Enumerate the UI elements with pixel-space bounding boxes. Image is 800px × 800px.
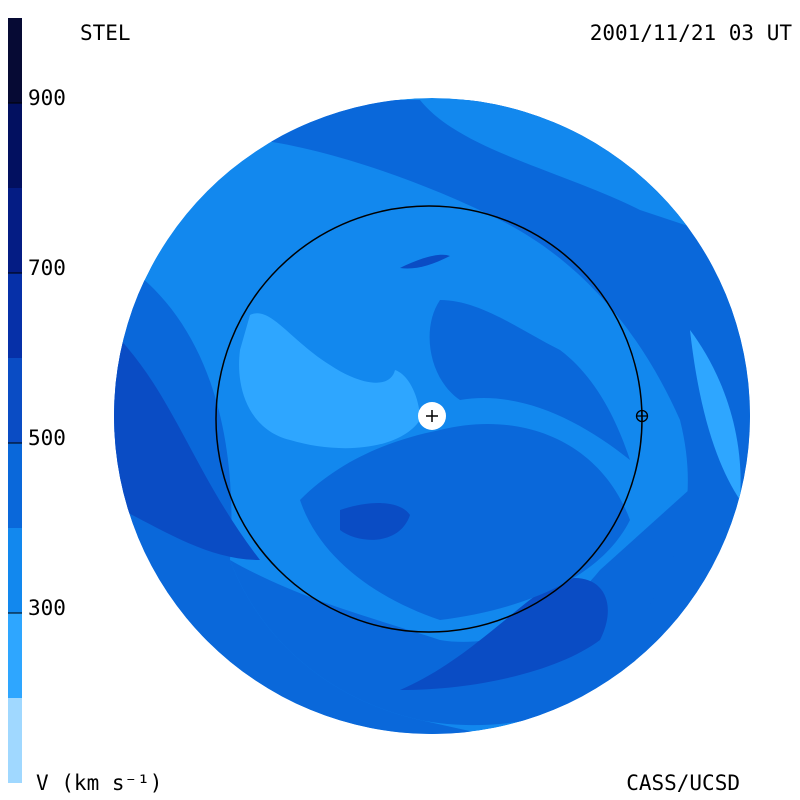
colorbar-band: [8, 273, 22, 358]
region: [230, 480, 720, 726]
colorbar-band: [8, 698, 22, 783]
region: [340, 503, 410, 540]
region: [429, 300, 630, 460]
colorbar-tick-label: 900: [28, 86, 66, 110]
units-label: V (km s⁻¹): [36, 771, 162, 795]
time-label: 2001/11/21 03 UT: [590, 21, 793, 45]
region: [400, 578, 608, 690]
colorbar-band: [8, 103, 22, 188]
region: [300, 424, 630, 620]
colorbar: 300 500 700 900: [8, 18, 66, 783]
colorbar-band: [8, 443, 22, 528]
earth-cross: [636, 410, 648, 422]
region: [400, 254, 450, 269]
region: [114, 320, 260, 560]
colorbar-band: [8, 358, 22, 443]
colorbar-band: [8, 188, 22, 273]
colorbar-band: [8, 18, 22, 103]
region: [114, 250, 600, 734]
sun-cross: [426, 410, 438, 422]
region: [690, 330, 741, 500]
colorbar-band: [8, 528, 22, 613]
colorbar-tick-label: 500: [28, 426, 66, 450]
region: [260, 100, 750, 620]
observatory-label: STEL: [80, 21, 131, 45]
credit-label: CASS/UCSD: [626, 771, 740, 795]
region: [239, 313, 420, 449]
colorbar-tick-label: 300: [28, 596, 66, 620]
colorbar-tick-label: 700: [28, 256, 66, 280]
colorbar-band: [8, 613, 22, 698]
